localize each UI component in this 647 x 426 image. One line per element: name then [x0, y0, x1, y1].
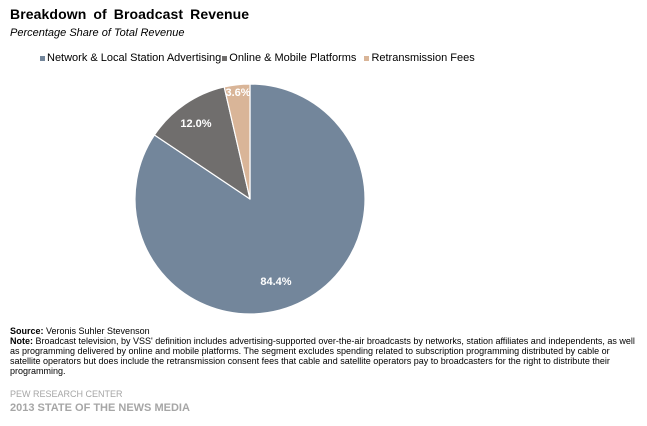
- legend-item-online-mobile: Online & Mobile Platforms: [221, 52, 356, 64]
- pie-chart: 84.4% 12.0% 3.6%: [134, 83, 366, 315]
- legend-swatch-network-local: [40, 55, 45, 61]
- note-text: Broadcast television, by VSS' definition…: [10, 336, 635, 376]
- slice-label-network-local: 84.4%: [260, 276, 291, 288]
- legend-swatch-retransmission: [364, 55, 370, 61]
- legend-label-retransmission: Retransmission Fees: [371, 52, 475, 64]
- chart-legend: Network & Local Station Advertising Onli…: [40, 52, 475, 64]
- legend-label-network-local: Network & Local Station Advertising: [47, 52, 222, 64]
- chart-footer: Source: Veronis Suhler Stevenson Note: B…: [10, 326, 635, 376]
- slice-online-mobile: [153, 86, 251, 200]
- source-text: Veronis Suhler Stevenson: [43, 326, 150, 336]
- chart-title: Breakdown of Broadcast Revenue: [10, 6, 250, 22]
- legend-swatch-online-mobile: [222, 55, 228, 61]
- legend-label-online-mobile: Online & Mobile Platforms: [229, 52, 357, 64]
- note-line: Note: Broadcast television, by VSS' defi…: [10, 336, 635, 376]
- source-line: Source: Veronis Suhler Stevenson: [10, 326, 635, 336]
- note-label: Note:: [10, 336, 33, 346]
- slice-label-retransmission: 3.6%: [225, 87, 250, 99]
- legend-item-retransmission: Retransmission Fees: [356, 52, 475, 64]
- chart-subtitle: Percentage Share of Total Revenue: [10, 27, 185, 39]
- report-name: 2013 STATE OF THE NEWS MEDIA: [10, 402, 190, 414]
- source-label: Source:: [10, 326, 44, 336]
- organization-name: PEW RESEARCH CENTER: [10, 389, 123, 399]
- slice-label-online-mobile: 12.0%: [180, 118, 211, 130]
- slice-retransmission: [223, 83, 251, 200]
- legend-item-network-local: Network & Local Station Advertising: [40, 52, 221, 64]
